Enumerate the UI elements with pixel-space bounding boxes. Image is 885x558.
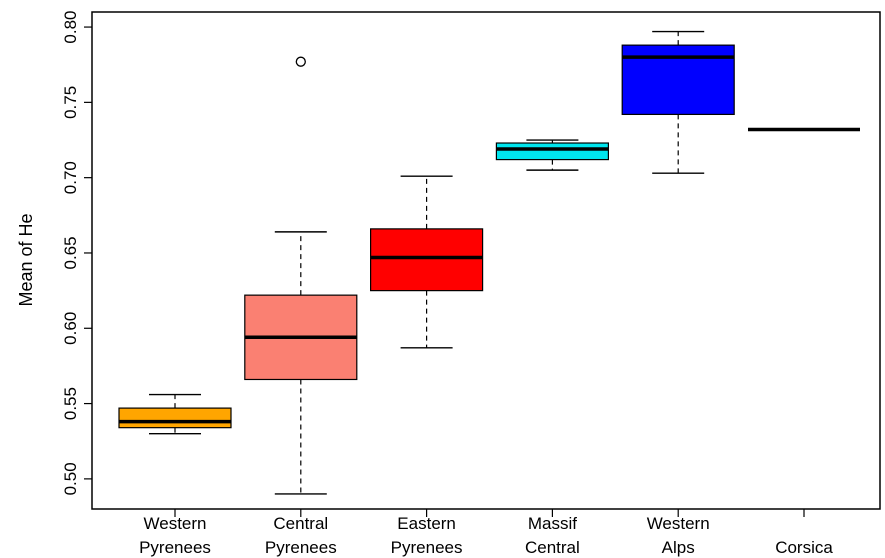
x-category-label: Corsica — [775, 538, 833, 557]
x-category-label-line1: Eastern — [397, 514, 456, 533]
x-category-label-line2: Alps — [662, 538, 695, 557]
box-group — [495, 139, 609, 171]
x-category-label-line2: Pyrenees — [391, 538, 463, 557]
x-category-label-line1: Central — [273, 514, 328, 533]
y-axis-title: Mean of He — [16, 213, 36, 306]
y-tick-label: 0.50 — [61, 462, 80, 495]
box-group — [621, 30, 735, 174]
box — [495, 142, 609, 161]
box-group — [370, 175, 484, 349]
x-category-label-line2: Pyrenees — [265, 538, 337, 557]
plot-frame — [91, 11, 881, 510]
y-tick-label: 0.55 — [61, 387, 80, 420]
y-tick-label: 0.80 — [61, 11, 80, 44]
y-axis: 0.50 0.55 0.60 0.65 0.70 0.75 0.80 — [61, 11, 92, 495]
boxes — [118, 30, 860, 495]
box-group — [118, 393, 232, 435]
x-axis: Western Pyrenees Central Pyrenees Eastern Pyr… — [139, 509, 833, 557]
box-group — [244, 56, 358, 495]
box — [370, 228, 484, 292]
x-category-label-line1: Massif — [528, 514, 577, 533]
x-category-label-line1: Western — [647, 514, 710, 533]
y-tick-label: 0.70 — [61, 161, 80, 194]
y-tick-label: 0.60 — [61, 312, 80, 345]
x-category-label-line1: Western — [144, 514, 207, 533]
x-category-label-line2: Central — [525, 538, 580, 557]
x-category-label-line2: Pyrenees — [139, 538, 211, 557]
y-tick-label: 0.75 — [61, 86, 80, 119]
box — [118, 407, 232, 429]
y-tick-label: 0.65 — [61, 236, 80, 269]
outlier-point — [295, 56, 306, 67]
